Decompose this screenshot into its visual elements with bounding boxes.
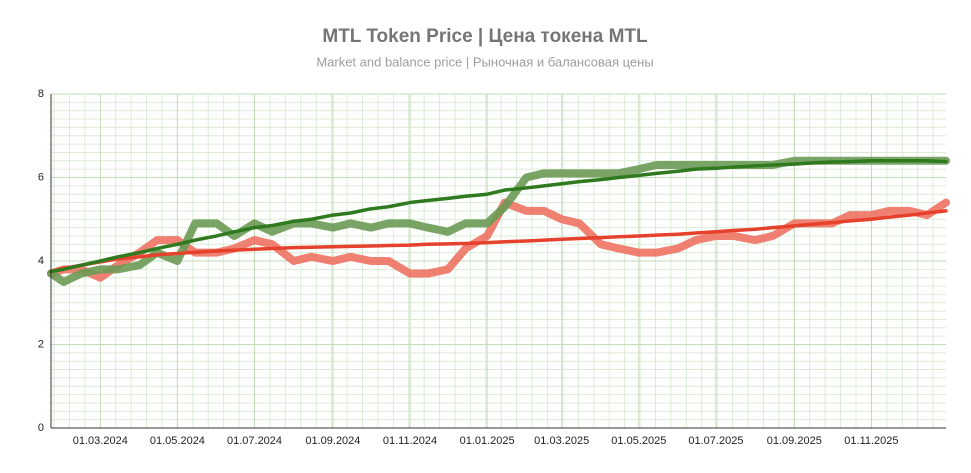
x-tick-label: 01.11.2024 xyxy=(383,435,437,447)
y-tick-label: 6 xyxy=(38,171,44,183)
x-tick-label: 01.07.2025 xyxy=(688,435,743,447)
trend-line xyxy=(49,159,948,274)
y-tick-label: 4 xyxy=(38,255,44,267)
grid xyxy=(51,93,946,429)
x-tick-label: 01.01.2025 xyxy=(460,435,515,447)
trend-line xyxy=(49,209,948,274)
x-tick-label: 01.05.2025 xyxy=(611,435,666,447)
x-tick-label: 01.03.2025 xyxy=(534,435,589,447)
chart-subtitle: Market and balance price | Рыночная и ба… xyxy=(316,54,653,69)
x-tick-label: 01.11.2025 xyxy=(844,435,898,447)
x-tick-label: 01.09.2024 xyxy=(305,435,360,447)
plot-lines xyxy=(47,156,950,286)
y-tick-label: 0 xyxy=(38,422,44,434)
price-line xyxy=(47,156,950,286)
x-tick-label: 01.07.2024 xyxy=(227,435,282,447)
x-tick-label: 01.09.2025 xyxy=(767,435,822,447)
x-tick-label: 01.03.2024 xyxy=(73,435,128,447)
chart-title: MTL Token Price | Цена токена MTL xyxy=(322,26,648,47)
y-tick-label: 2 xyxy=(38,338,44,350)
x-tick-label: 01.05.2024 xyxy=(150,435,205,447)
y-tick-label: 8 xyxy=(38,88,44,100)
